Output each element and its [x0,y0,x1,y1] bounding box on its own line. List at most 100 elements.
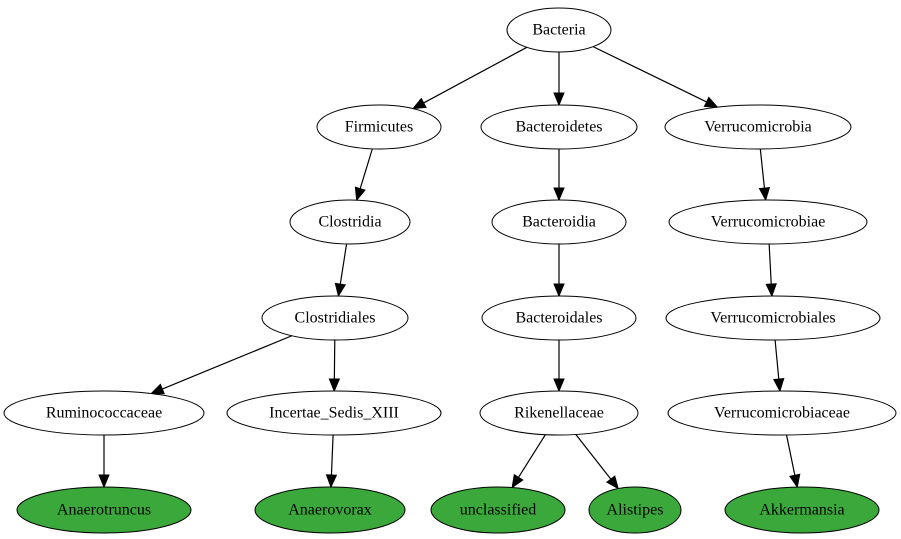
node-label: Verrucomicrobiales [710,310,835,327]
arrowhead-icon [553,187,565,202]
node-alistipes: Alistipes [588,486,682,534]
edge-line [575,434,612,480]
node-unclassified: unclassified [430,486,566,534]
edge-clostridiales-to-incertae [328,339,341,393]
edge-clostridiales-to-ruminococcaceae [149,335,293,395]
node-ruminococcaceae: Ruminococcaceae [3,390,205,436]
node-bacteroidetes: Bacteroidetes [480,104,638,150]
node-label: Bacteroidetes [515,119,602,136]
edge-verrucomicrobia-to-verrucomicrobiae [758,148,771,202]
edge-bacteria-to-firmicutes [411,46,528,110]
leaf-node-ellipse [254,486,406,534]
node-ellipse [506,7,612,53]
node-label: Incertae_Sedis_XIII [269,405,399,422]
edge-line [518,434,546,478]
edge-line [785,434,796,476]
node-ellipse [667,390,897,436]
arrowhead-icon [553,283,565,298]
node-label: Ruminococcaceae [46,405,162,422]
edge-verrucomicrobiaceae-to-akkermansia [785,434,801,489]
edge-line [330,434,334,476]
edge-line [359,148,373,189]
arrowhead-icon [773,378,785,393]
edge-bacteria-to-verrucomicrobia [592,46,719,108]
leaf-node-ellipse [16,486,192,534]
node-incertae: Incertae_Sedis_XIII [226,390,442,436]
node-label: Verrucomicrobiaceae [714,405,850,422]
arrowhead-icon [149,383,165,395]
arrowhead-icon [354,186,366,202]
node-bacteria: Bacteria [506,7,612,53]
edge-incertae-to-anaerovorax [325,434,338,489]
arrowhead-icon [411,97,427,110]
node-ellipse [289,199,411,245]
node-label: Bacteria [532,22,585,39]
node-firmicutes: Firmicutes [316,104,442,150]
arrowhead-icon [325,474,338,489]
edge-verrucomicrobiales-to-verrucomicrobiaceae [773,339,785,393]
arrowhead-icon [511,473,524,489]
arrowhead-icon [703,96,719,108]
node-verrucomicrobiae: Verrucomicrobiae [668,199,868,245]
arrowhead-icon [553,92,565,107]
node-ellipse [226,390,442,436]
arrowhead-icon [605,475,620,490]
edge-firmicutes-to-clostridia [354,148,373,202]
edge-rikenellaceae-to-alistipes [575,434,620,490]
edge-clostridia-to-clostridiales [334,243,348,298]
node-label: unclassified [460,502,536,519]
edge-line [768,243,772,285]
leaf-node-ellipse [588,486,682,534]
node-ellipse [491,199,627,245]
leaf-node-ellipse [430,486,566,534]
arrowhead-icon [328,378,341,393]
node-anaerotruncus: Anaerotruncus [16,486,192,534]
node-label: Clostridia [318,214,381,231]
node-clostridiales: Clostridiales [261,295,409,341]
node-label: Verrucomicrobiae [711,214,826,231]
node-label: Bacteroidales [515,310,602,327]
node-label: Clostridiales [295,310,376,327]
node-ellipse [316,104,442,150]
node-ellipse [480,104,638,150]
node-label: Rikenellaceae [514,405,604,422]
arrowhead-icon [98,474,110,489]
edge-line [592,46,707,103]
node-label: Verrucomicrobia [704,119,812,136]
node-verrucomicrobia: Verrucomicrobia [664,104,852,150]
node-ellipse [664,104,852,150]
node-label: Anaerovorax [288,502,372,519]
node-clostridia: Clostridia [289,199,411,245]
arrowhead-icon [789,473,801,489]
node-ellipse [481,295,637,341]
node-label: Bacteroidia [522,214,596,231]
leaf-node-ellipse [724,486,880,534]
edge-rikenellaceae-to-unclassified [511,434,546,489]
edge-bacteria-to-bacteroidetes [553,52,565,107]
node-bacteroidia: Bacteroidia [491,199,627,245]
node-ellipse [665,295,881,341]
edge-bacteroidetes-to-bacteroidia [553,149,565,202]
edge-line [339,243,348,285]
node-ellipse [668,199,868,245]
node-verrucomicrobiaceae: Verrucomicrobiaceae [667,390,897,436]
edge-bacteroidales-to-rikenellaceae [553,340,565,393]
node-anaerovorax: Anaerovorax [254,486,406,534]
node-verrucomicrobiales: Verrucomicrobiales [665,295,881,341]
edge-line [423,46,528,104]
edge-verrucomicrobiae-to-verrucomicrobiales [765,243,777,298]
edge-line [162,335,293,390]
node-akkermansia: Akkermansia [724,486,880,534]
arrowhead-icon [758,186,771,202]
node-ellipse [261,295,409,341]
edge-bacteroidia-to-bacteroidales [553,244,565,298]
arrowhead-icon [765,283,777,298]
arrowhead-icon [334,282,347,298]
edge-line [759,148,766,189]
edge-ruminococcaceae-to-anaerotruncus [98,435,110,489]
edges-layer [98,46,801,490]
node-bacteroidales: Bacteroidales [481,295,637,341]
node-label: Alistipes [607,502,664,519]
node-rikenellaceae: Rikenellaceae [479,390,639,436]
